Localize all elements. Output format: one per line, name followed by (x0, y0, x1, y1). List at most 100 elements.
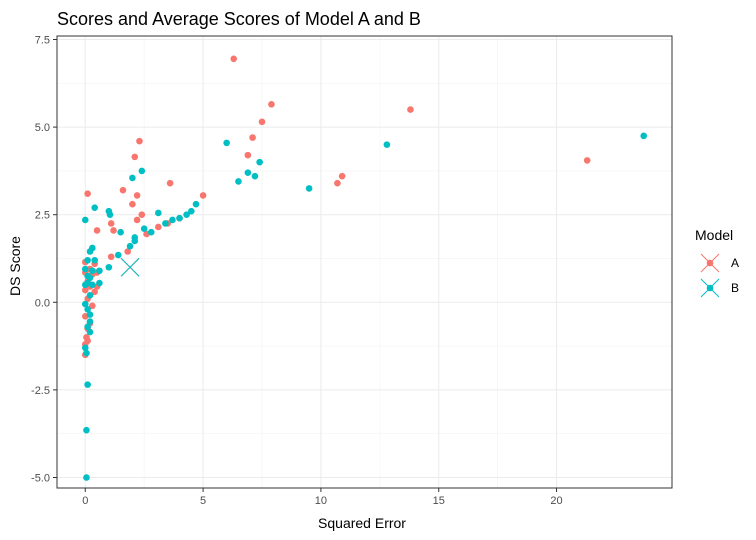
point-b (106, 211, 114, 218)
point-b (131, 234, 139, 241)
point-a (89, 302, 96, 310)
point-b (305, 185, 313, 192)
average-marker-b (120, 257, 140, 277)
point-a (199, 192, 207, 199)
grid-lines (57, 36, 672, 488)
point-a (133, 216, 141, 224)
legend-label-a: A (731, 256, 739, 270)
point-b (81, 344, 89, 352)
y-tick-label: 2.5 (35, 210, 50, 222)
point-a (81, 286, 89, 294)
point-a (107, 220, 115, 227)
y-tick-label: -5.0 (31, 472, 50, 484)
point-b (640, 132, 648, 140)
point-a (107, 253, 115, 261)
point-a (119, 186, 127, 194)
point-b (244, 169, 252, 176)
point-b (251, 172, 259, 180)
x-tick-label: 20 (550, 495, 562, 507)
legend: Model AB (695, 227, 739, 298)
point-b (235, 178, 242, 185)
point-b (223, 139, 230, 147)
point-b (81, 216, 89, 224)
point-b (188, 207, 195, 215)
point-b (91, 256, 99, 264)
point-b (169, 216, 176, 224)
point-b (86, 318, 94, 325)
point-b (83, 474, 90, 481)
chart-title: Scores and Average Scores of Model A and… (57, 9, 421, 29)
point-b (96, 279, 103, 287)
point-a (338, 172, 346, 180)
point-b (81, 281, 89, 289)
x-tick-label: 5 (200, 495, 206, 507)
point-b (114, 251, 122, 259)
point-b (89, 281, 96, 289)
point-b (126, 242, 134, 250)
point-b (89, 267, 96, 275)
point-a (334, 179, 341, 187)
point-a (133, 192, 141, 199)
plot-panel (57, 36, 672, 488)
point-b (89, 244, 96, 252)
x-axis-title: Squared Error (318, 515, 406, 531)
point-a (131, 153, 139, 161)
point-b (84, 256, 91, 264)
point-b (117, 228, 124, 236)
x-tick-label: 0 (82, 495, 88, 507)
point-b (140, 225, 148, 233)
x-tick-label: 15 (433, 495, 445, 507)
point-a (84, 190, 91, 197)
point-a (155, 223, 162, 231)
x-tick-label: 10 (315, 495, 327, 507)
legend-key-point (706, 284, 714, 292)
point-b (192, 200, 200, 208)
point-b (86, 328, 94, 336)
point-b (83, 349, 90, 357)
y-tick-label: 5.0 (35, 122, 50, 134)
y-tick-label: 7.5 (35, 35, 50, 47)
axes: 0 5 10 15 20 -5.0 -2.5 0.0 2.5 5.0 7.5 (31, 35, 673, 507)
point-b (383, 141, 391, 148)
point-a (244, 151, 252, 159)
point-b (162, 220, 169, 227)
legend-key-b (700, 278, 720, 298)
point-a (129, 200, 136, 208)
average-marker-stroke (120, 257, 140, 277)
point-a (268, 101, 275, 108)
point-a (91, 288, 99, 296)
y-tick-label: -2.5 (31, 385, 50, 397)
legend-title: Model (695, 227, 733, 243)
legend-label-b: B (731, 281, 739, 295)
data-points (81, 55, 648, 481)
point-a (583, 157, 591, 164)
point-b (84, 306, 91, 313)
point-a (124, 248, 131, 255)
point-b (105, 263, 113, 271)
point-b (86, 311, 94, 318)
legend-key-point (706, 259, 714, 267)
point-b (96, 267, 103, 275)
y-tick-label: 0.0 (35, 297, 50, 309)
point-b (155, 209, 162, 217)
point-b (86, 274, 94, 282)
point-a (136, 137, 143, 145)
point-b (147, 228, 155, 236)
point-a (230, 55, 238, 63)
point-b (138, 167, 146, 175)
point-a (138, 211, 146, 218)
legend-key-a (700, 253, 720, 273)
point-b (81, 300, 89, 308)
point-a (407, 106, 414, 113)
point-a (93, 227, 101, 234)
average-markers (120, 257, 140, 277)
point-b (86, 291, 94, 299)
y-axis-title: DS Score (7, 236, 23, 296)
point-b (81, 265, 89, 273)
plot-border (56, 35, 673, 489)
point-b (84, 323, 91, 331)
point-a (249, 134, 256, 141)
point-b (176, 214, 183, 222)
point-a (166, 179, 174, 187)
